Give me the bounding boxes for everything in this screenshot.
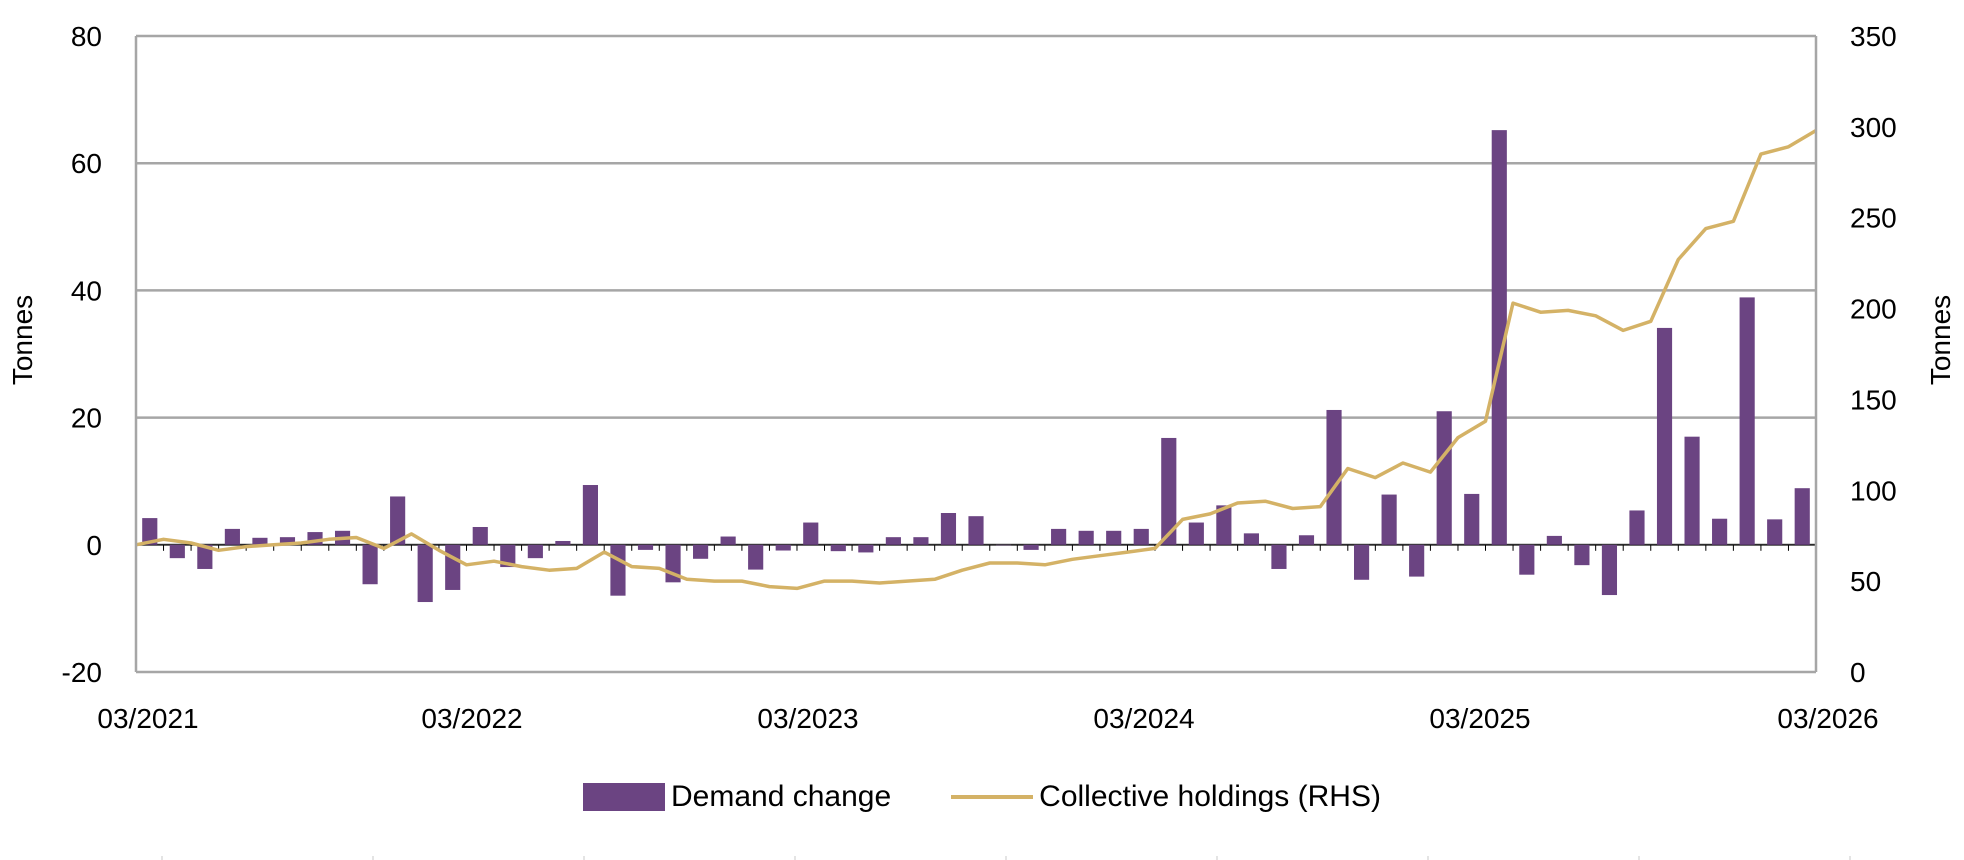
bar: [610, 544, 626, 596]
bar: [1794, 488, 1810, 545]
x-axis-ticks: 03/2021 03/2022 03/2023 03/2024 03/2025 03/20…: [97, 703, 1878, 734]
x-tick-label: 03/2022: [421, 703, 522, 734]
bar: [940, 513, 957, 545]
bar: [390, 496, 406, 545]
bar: [1354, 544, 1370, 580]
bar: [555, 540, 571, 545]
bar: [1739, 297, 1755, 545]
legend-item-collective-holdings: Collective holdings (RHS): [951, 780, 1381, 814]
bar: [1188, 522, 1204, 545]
bar: [1161, 437, 1177, 545]
bar: [1106, 530, 1122, 545]
right-tick-label: 350: [1850, 21, 1897, 52]
left-tick-label: 80: [71, 21, 102, 52]
right-tick-label: 50: [1850, 566, 1881, 597]
bar: [1767, 519, 1783, 545]
bottom-tick-marks: [161, 856, 1851, 860]
bar: [472, 526, 488, 545]
gridlines: [136, 34, 1816, 674]
bar: [1574, 544, 1590, 566]
left-axis-ticks: 80 60 40 20 0 -20: [62, 21, 102, 688]
right-axis-ticks: 350 300 250 200 150 100 50 0: [1850, 21, 1897, 688]
legend-swatch-line: [951, 795, 1034, 799]
bar: [252, 537, 268, 545]
bar: [1629, 510, 1645, 545]
bar: [1298, 535, 1315, 545]
bar: [885, 537, 901, 545]
legend-item-demand-change: Demand change: [583, 780, 891, 814]
legend-swatch-bar: [583, 783, 666, 811]
right-tick-label: 300: [1850, 112, 1897, 143]
demand-change-bars: [135, 130, 1810, 603]
x-tick-label: 03/2025: [1429, 703, 1530, 734]
bar: [445, 544, 461, 590]
bar: [1491, 130, 1507, 545]
bar: [417, 544, 433, 603]
legend-label-demand-change: Demand change: [671, 780, 892, 813]
bar: [1409, 544, 1425, 577]
bar: [720, 536, 736, 545]
bar: [1546, 535, 1562, 545]
bar: [1243, 533, 1259, 545]
axes: [134, 36, 1818, 672]
bar: [1436, 411, 1452, 545]
x-tick-label: 03/2026: [1777, 703, 1878, 734]
left-axis-title: Tonnes: [7, 295, 38, 385]
left-tick-label: 40: [71, 275, 102, 306]
right-tick-label: 200: [1850, 294, 1897, 325]
bar: [1216, 505, 1232, 545]
x-tick-label: 03/2021: [97, 703, 198, 734]
bar: [197, 544, 213, 569]
bar: [224, 528, 240, 545]
collective-holdings-line: [135, 128, 1817, 591]
x-tick-label: 03/2023: [757, 703, 858, 734]
left-tick-label: -20: [62, 657, 102, 688]
bar: [693, 544, 709, 559]
bar: [279, 537, 296, 545]
bar: [1656, 327, 1673, 545]
bar: [362, 544, 378, 585]
bar: [1326, 409, 1342, 545]
bar: [1023, 544, 1039, 550]
right-tick-label: 100: [1850, 475, 1897, 506]
bar: [1078, 530, 1094, 545]
bar: [1464, 493, 1480, 545]
bar: [830, 544, 846, 552]
bar: [1271, 544, 1287, 569]
bar: [169, 544, 185, 559]
legend-label-collective-holdings: Collective holdings (RHS): [1039, 780, 1381, 813]
right-tick-label: 150: [1850, 384, 1897, 415]
left-tick-label: 0: [86, 530, 102, 561]
bar: [748, 544, 764, 570]
x-tick-label: 03/2024: [1093, 703, 1194, 734]
bar: [637, 544, 654, 550]
bar: [527, 544, 543, 559]
bar: [582, 485, 598, 545]
left-tick-label: 20: [71, 403, 102, 434]
bar: [1133, 528, 1149, 545]
bar: [968, 516, 984, 545]
bar: [1381, 494, 1397, 545]
bar: [1601, 544, 1618, 596]
bar: [1684, 436, 1700, 545]
bar: [913, 537, 929, 545]
bar: [858, 544, 874, 553]
left-tick-label: 60: [71, 148, 102, 179]
right-tick-label: 0: [1850, 657, 1866, 688]
bar: [1519, 544, 1535, 575]
bar: [1051, 528, 1067, 545]
legend: Demand change Collective holdings (RHS): [0, 772, 1964, 822]
right-axis-title: Tonnes: [1925, 295, 1956, 385]
bar: [995, 544, 1012, 546]
right-tick-label: 250: [1850, 203, 1897, 234]
bar: [803, 522, 819, 545]
bar: [142, 518, 158, 545]
bar: [1712, 518, 1728, 545]
bar: [775, 544, 791, 551]
